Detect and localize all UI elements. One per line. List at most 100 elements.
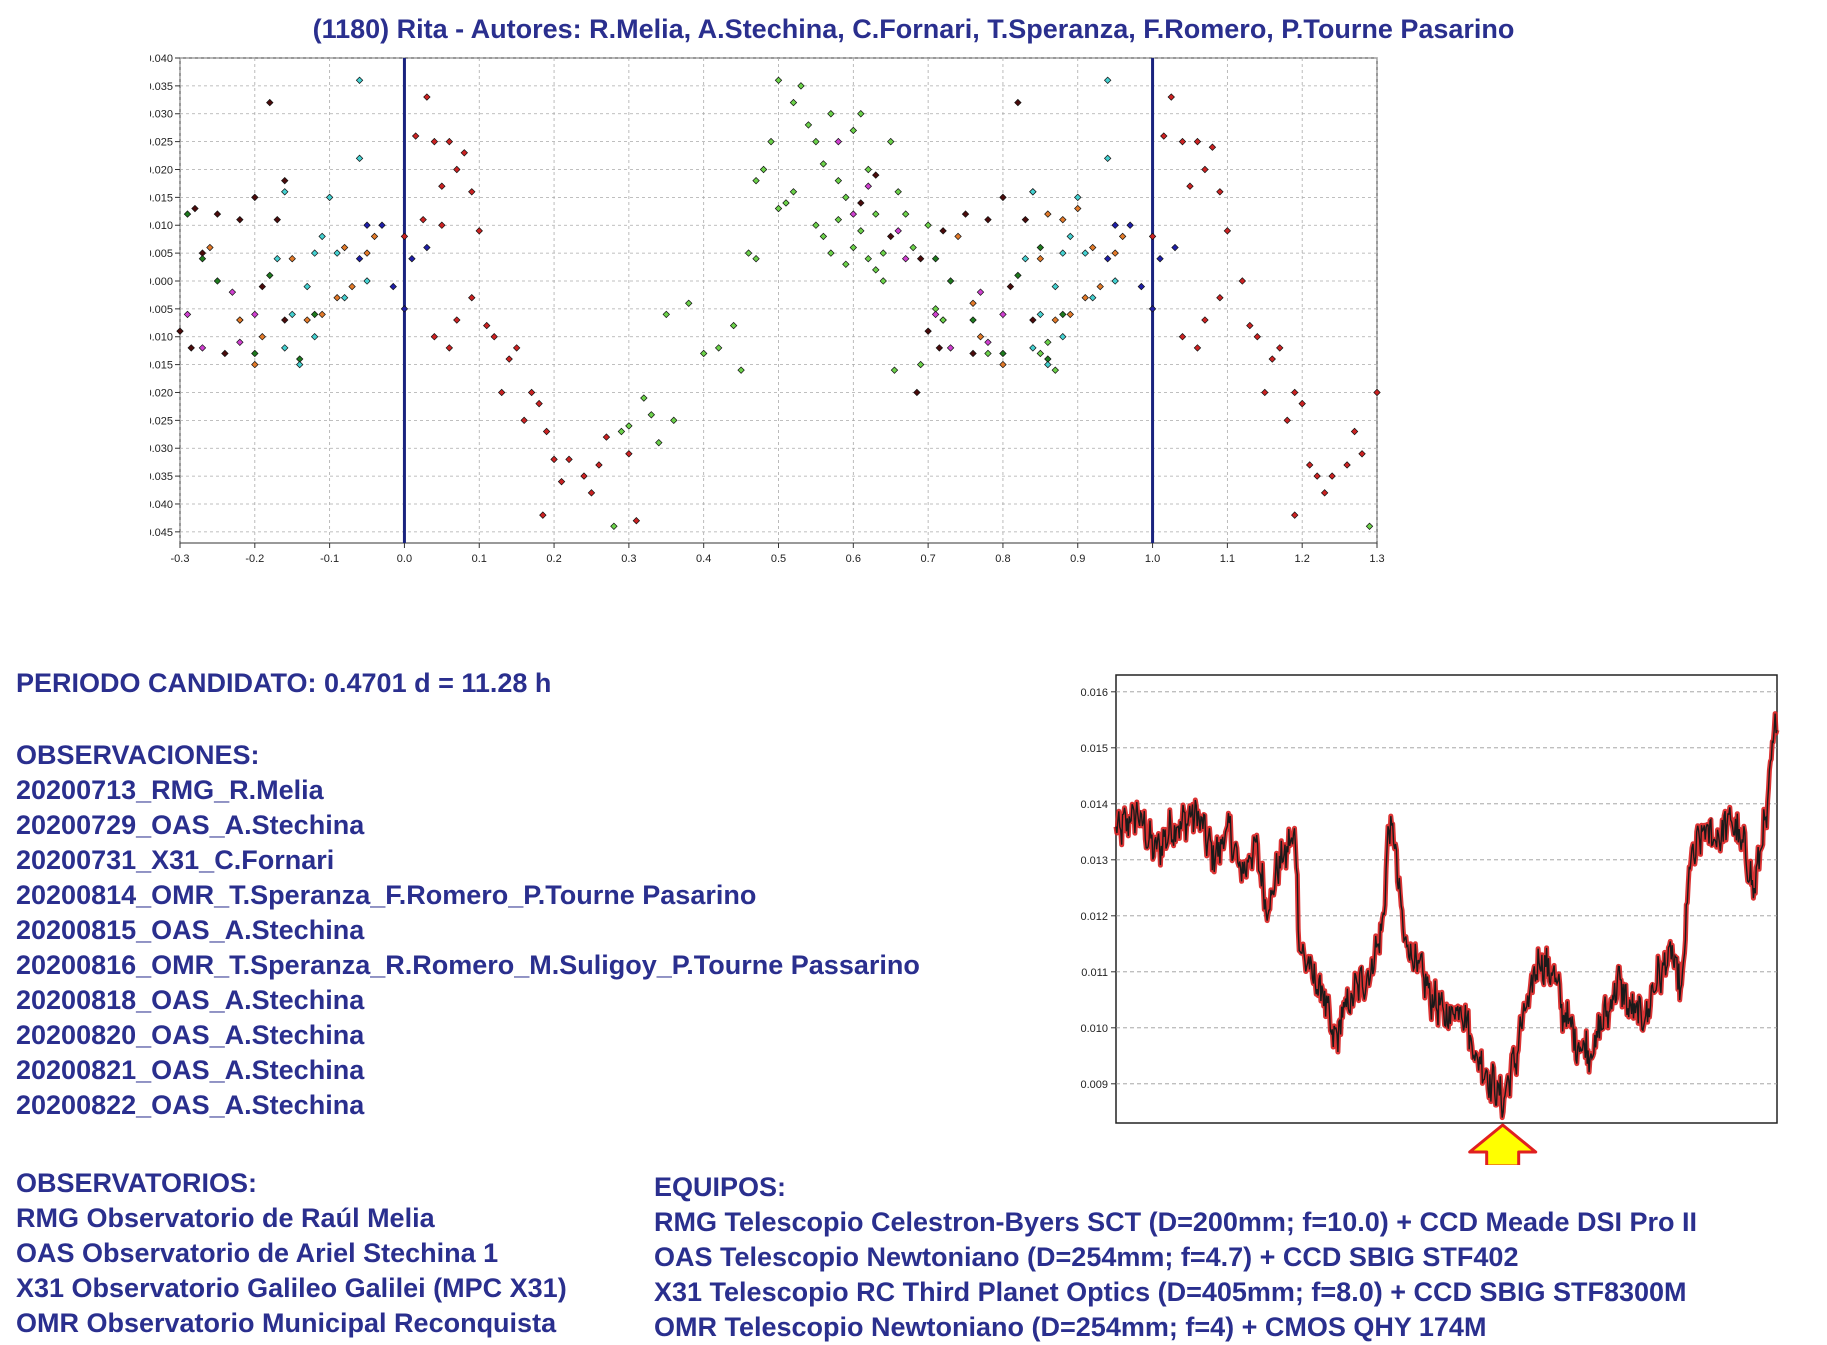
- periodogram-y-tick-label: 0.015: [1080, 743, 1108, 755]
- y-tick-label: -0.030: [150, 109, 173, 121]
- data-point: [1216, 294, 1224, 302]
- data-point: [931, 310, 940, 319]
- x-tick-label: 1.3: [1369, 553, 1384, 565]
- data-point: [213, 210, 222, 218]
- observatorios-list: RMG Observatorio de Raúl Melia OAS Obser…: [16, 1201, 567, 1341]
- data-point: [587, 489, 596, 497]
- data-point: [1373, 388, 1381, 397]
- data-point: [879, 249, 887, 257]
- data-point: [400, 232, 409, 241]
- data-point: [640, 394, 648, 402]
- observacion-item: 20200816_OMR_T.Speranza_R.Romero_M.Sulig…: [16, 950, 920, 980]
- data-point: [1103, 154, 1112, 163]
- data-point: [187, 344, 195, 352]
- data-point: [1276, 344, 1284, 352]
- data-point: [1253, 333, 1261, 341]
- data-point: [535, 399, 543, 408]
- data-point: [430, 333, 439, 341]
- observacion-item: 20200821_OAS_A.Stechina: [16, 1055, 365, 1085]
- data-point: [1305, 461, 1314, 469]
- x-tick-label: 0.0: [397, 553, 412, 565]
- data-point: [662, 310, 670, 319]
- data-point: [1029, 344, 1037, 352]
- data-point: [632, 517, 641, 525]
- data-point: [1118, 232, 1127, 241]
- data-point: [228, 288, 237, 296]
- equipo-item: RMG Telescopio Celestron-Byers SCT (D=20…: [654, 1207, 1698, 1237]
- data-point: [759, 165, 768, 174]
- observaciones-list: 20200713_RMG_R.Melia 20200729_OAS_A.Stec…: [16, 773, 920, 1123]
- data-point: [782, 199, 790, 207]
- data-point: [1268, 355, 1276, 363]
- data-point: [819, 160, 828, 168]
- data-point: [999, 193, 1007, 202]
- y-tick-label: 0.025: [150, 415, 173, 427]
- data-point: [348, 282, 356, 291]
- data-point: [1358, 450, 1366, 458]
- data-point: [610, 522, 618, 530]
- data-point: [288, 254, 296, 263]
- data-point: [251, 349, 259, 358]
- data-point: [281, 316, 289, 324]
- data-point: [984, 349, 992, 358]
- data-point: [969, 299, 977, 307]
- x-tick-label: 0.8: [995, 553, 1010, 565]
- periodogram-y-tick-label: 0.012: [1080, 911, 1108, 923]
- data-point: [1021, 215, 1030, 224]
- data-point: [827, 249, 835, 257]
- data-point: [281, 344, 289, 352]
- data-point: [1223, 227, 1232, 235]
- data-point: [864, 254, 872, 263]
- data-point: [901, 210, 910, 218]
- x-tick-label: -0.3: [171, 553, 190, 565]
- data-point: [258, 333, 266, 341]
- data-point: [176, 327, 184, 335]
- y-tick-label: -0.040: [150, 53, 173, 65]
- data-point: [812, 221, 820, 229]
- data-point: [512, 344, 521, 352]
- observatorios-heading: OBSERVATORIOS:: [16, 1168, 258, 1198]
- data-point: [1089, 294, 1097, 302]
- x-tick-label: 0.9: [1070, 553, 1085, 565]
- periodogram-y-tick-label: 0.016: [1080, 687, 1108, 699]
- data-point: [737, 366, 745, 374]
- data-point: [1081, 294, 1089, 302]
- data-point: [849, 243, 858, 252]
- data-point: [931, 254, 940, 263]
- data-point: [1201, 316, 1209, 324]
- data-point: [602, 433, 611, 441]
- y-tick-label: -0.015: [150, 192, 173, 204]
- data-point: [935, 344, 944, 352]
- y-tick-label: -0.025: [150, 137, 173, 149]
- y-tick-label: 0.045: [150, 527, 173, 539]
- data-point: [946, 277, 955, 285]
- equipo-item: X31 Telescopio RC Third Planet Optics (D…: [654, 1277, 1687, 1307]
- data-point: [767, 137, 775, 146]
- data-point: [1238, 277, 1247, 285]
- data-point: [924, 327, 932, 335]
- data-point: [625, 450, 633, 458]
- data-point: [310, 249, 319, 257]
- data-point: [1261, 388, 1269, 397]
- data-point: [1365, 522, 1374, 530]
- data-point: [445, 137, 454, 146]
- data-point: [999, 360, 1007, 369]
- periodogram-y-tick-label: 0.013: [1080, 855, 1108, 867]
- data-point: [340, 294, 349, 302]
- data-point: [288, 310, 296, 319]
- data-point: [378, 221, 386, 229]
- data-point: [1059, 310, 1067, 319]
- chart-title: (1180) Rita - Autores: R.Melia, A.Stechi…: [312, 14, 1515, 44]
- data-point: [916, 360, 925, 369]
- data-point: [273, 215, 281, 224]
- data-point: [1350, 427, 1359, 436]
- data-point: [520, 416, 528, 425]
- data-point: [251, 193, 259, 202]
- data-point: [939, 316, 947, 324]
- data-point: [1111, 249, 1119, 257]
- periodogram-y-tick-label: 0.009: [1080, 1079, 1108, 1091]
- data-point: [580, 472, 588, 480]
- data-point: [752, 176, 760, 185]
- data-point: [1343, 461, 1351, 469]
- data-point: [1081, 249, 1089, 257]
